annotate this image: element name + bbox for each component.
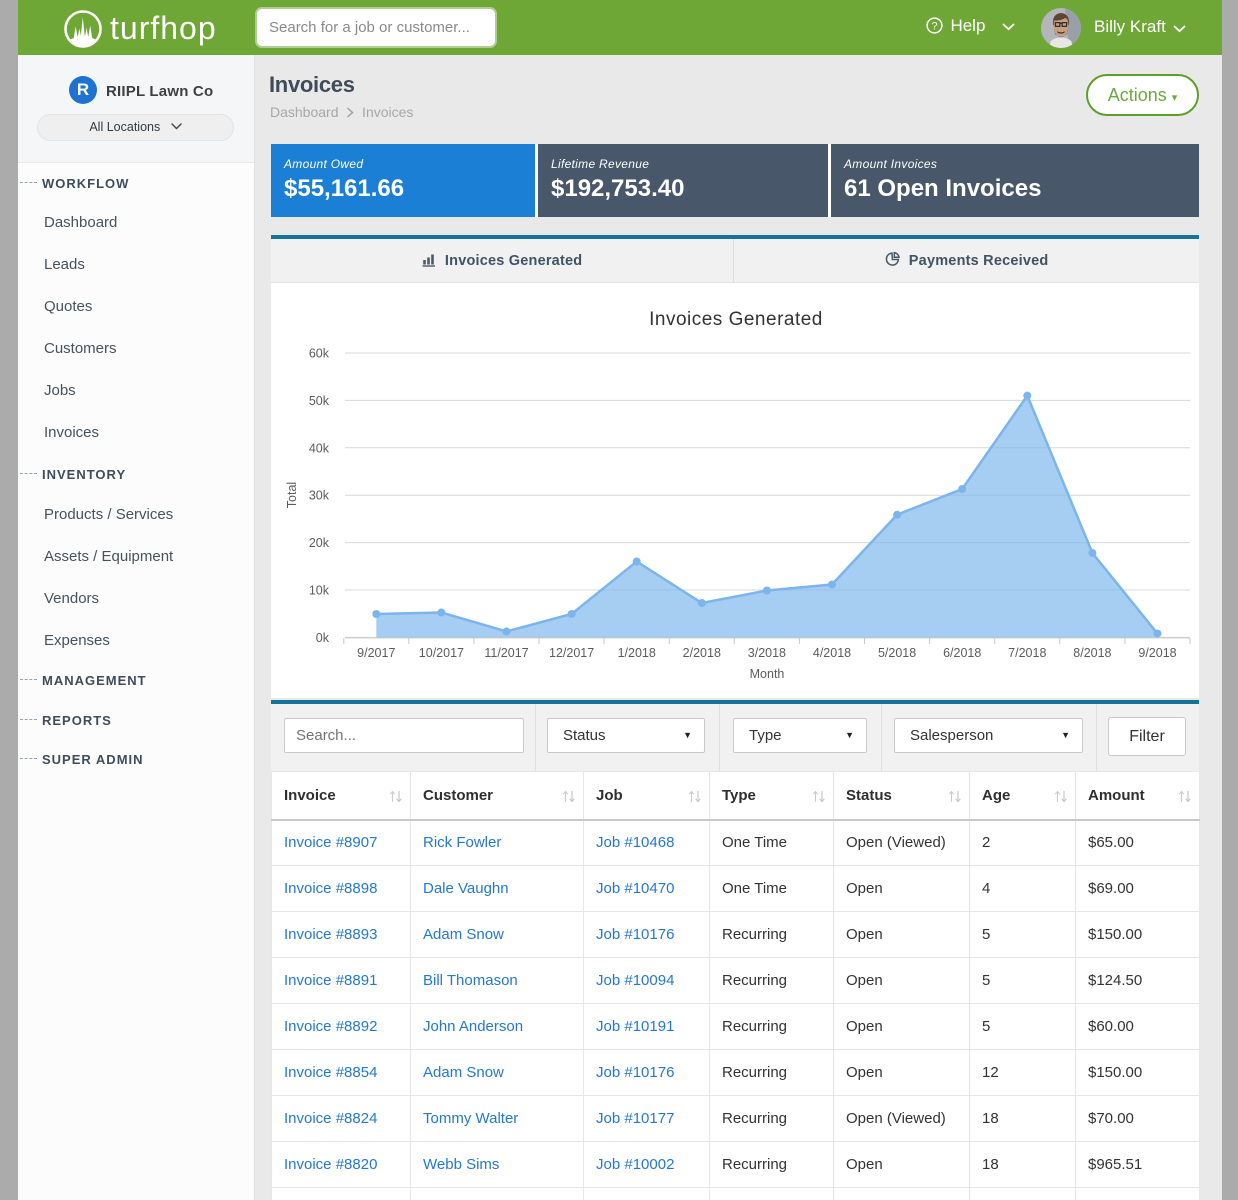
svg-text:12/2017: 12/2017: [549, 646, 594, 660]
svg-text:11/2017: 11/2017: [484, 646, 528, 660]
svg-text:2/2018: 2/2018: [683, 646, 721, 660]
svg-text:1/2018: 1/2018: [618, 646, 656, 660]
svg-text:40k: 40k: [309, 441, 330, 455]
svg-text:Month: Month: [750, 667, 785, 681]
svg-text:60k: 60k: [309, 347, 330, 361]
svg-text:20k: 20k: [309, 536, 330, 550]
svg-text:Invoices Generated: Invoices Generated: [649, 309, 823, 330]
svg-text:3/2018: 3/2018: [748, 646, 786, 660]
svg-text:10k: 10k: [309, 584, 330, 598]
svg-text:50k: 50k: [309, 394, 330, 408]
svg-text:?: ?: [931, 20, 937, 32]
svg-text:10/2017: 10/2017: [419, 646, 464, 660]
svg-text:4/2018: 4/2018: [813, 646, 851, 660]
svg-text:9/2018: 9/2018: [1138, 646, 1176, 660]
svg-text:8/2018: 8/2018: [1073, 646, 1111, 660]
svg-text:7/2018: 7/2018: [1008, 646, 1046, 660]
svg-text:5/2018: 5/2018: [878, 646, 916, 660]
svg-text:30k: 30k: [309, 489, 330, 503]
svg-text:9/2017: 9/2017: [357, 646, 395, 660]
svg-text:0k: 0k: [316, 631, 330, 645]
svg-text:Total: Total: [285, 482, 299, 508]
svg-text:6/2018: 6/2018: [943, 646, 981, 660]
